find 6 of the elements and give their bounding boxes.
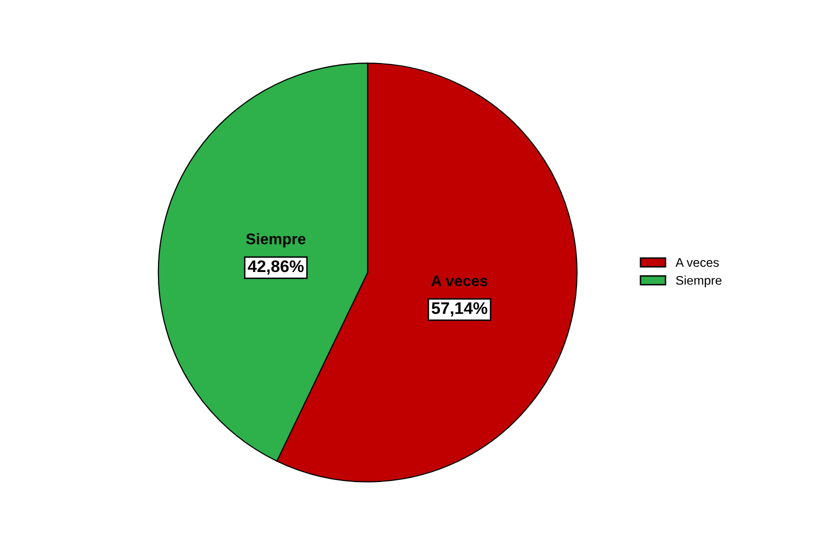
legend-label: Siempre bbox=[676, 276, 722, 288]
slice-label: Siempre bbox=[246, 233, 306, 248]
data-label: 57,14% bbox=[432, 302, 488, 316]
slice-label: A veces bbox=[431, 276, 488, 286]
data-label: 42,86% bbox=[248, 260, 304, 275]
legend-label: A veces bbox=[676, 258, 719, 267]
